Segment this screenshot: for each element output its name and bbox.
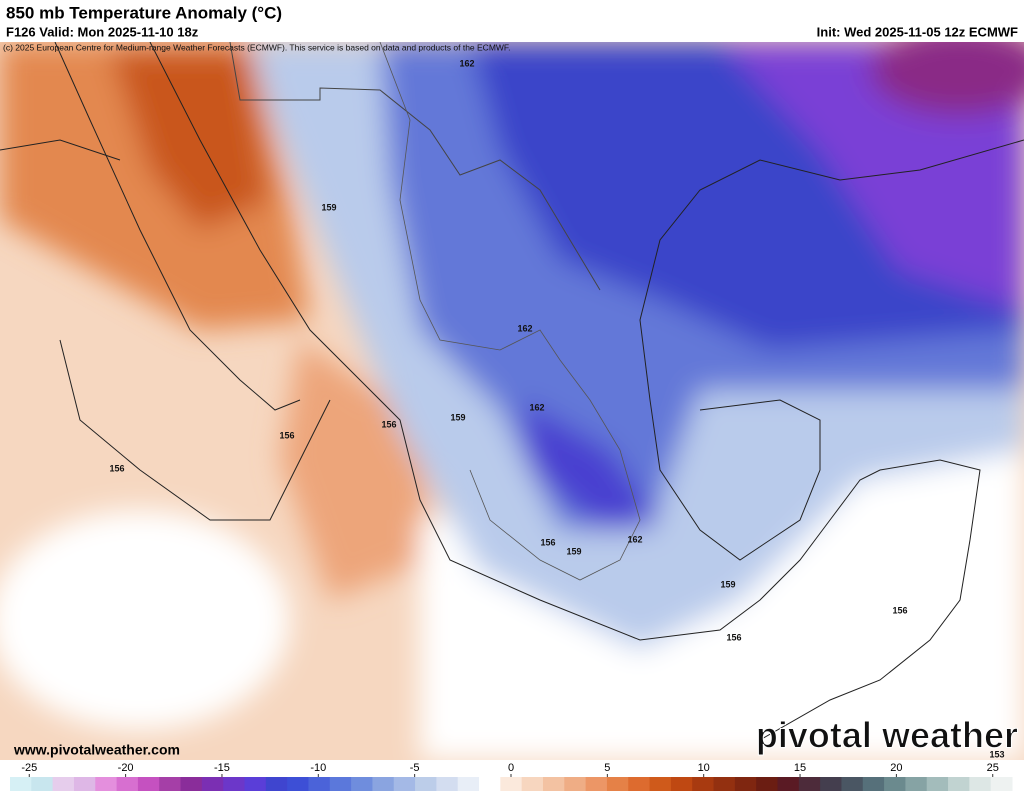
colorbar-swatch	[500, 777, 523, 791]
colorbar-tick-label: 5	[604, 762, 610, 774]
colorbar-swatch	[372, 777, 395, 791]
colorbar-swatch	[542, 777, 565, 791]
contour-label: 159	[321, 202, 336, 212]
colorbar-swatch	[521, 777, 544, 791]
colorbar-swatch	[798, 777, 821, 791]
colorbar-swatch	[649, 777, 672, 791]
colorbar-swatch	[52, 777, 75, 791]
contour-label: 156	[109, 463, 124, 473]
colorbar-swatch	[734, 777, 757, 791]
colorbar-tick-label: -5	[410, 762, 420, 774]
colorbar-swatch	[670, 777, 693, 791]
contour-label: 153	[989, 749, 1004, 759]
colorbar-swatch	[884, 777, 906, 791]
colorbar-swatch	[137, 777, 160, 791]
colorbar-swatch	[862, 777, 885, 791]
colorbar-swatch	[201, 777, 224, 791]
colorbar-swatch	[628, 777, 651, 791]
colorbar-swatch	[969, 777, 992, 791]
contour-label: 162	[517, 323, 532, 333]
colorbar-swatch	[329, 777, 352, 791]
colorbar-tick-label: 20	[890, 762, 902, 774]
colorbar-tick-label: 15	[794, 762, 806, 774]
colorbar-swatch	[756, 777, 778, 791]
website: www.pivotalweather.com	[13, 742, 180, 758]
contour-labels: 162 159 162 162 159 156 156 156 156 159 162 159 156 1…	[109, 58, 1004, 759]
contour-label: 156	[726, 632, 741, 642]
title: 850 mb Temperature Anomaly (°C)	[6, 3, 282, 22]
colorbar-swatch	[10, 777, 32, 791]
colorbar-swatch	[95, 777, 118, 791]
colorbar-tick-label: -25	[21, 762, 37, 774]
coastlines	[0, 42, 1024, 741]
colorbar-swatch	[926, 777, 949, 791]
init-time: Init: Wed 2025-11-05 12z ECMWF	[817, 24, 1018, 39]
colorbar: -25 -20 -15 -10 -5 0 5 10 15 20 25	[10, 762, 1013, 791]
colorbar-swatch	[564, 777, 587, 791]
colorbar-swatch	[479, 777, 501, 791]
colorbar-swatch	[820, 777, 842, 791]
colorbar-swatch	[265, 777, 288, 791]
contour-label: 156	[279, 430, 294, 440]
colorbar-swatch	[223, 777, 246, 791]
contour-label: 162	[627, 534, 642, 544]
logo: pivotal weather	[756, 715, 1018, 756]
colorbar-swatch	[841, 777, 864, 791]
colorbar-swatch	[287, 777, 309, 791]
colorbar-swatch	[692, 777, 715, 791]
colorbar-swatch	[457, 777, 480, 791]
colorbar-tick-label: 0	[508, 762, 514, 774]
colorbar-swatch	[73, 777, 96, 791]
contour-label: 162	[459, 58, 474, 68]
contour-label: 156	[540, 537, 555, 547]
colorbar-swatch	[31, 777, 54, 791]
colorbar-swatch	[393, 777, 416, 791]
colorbar-swatch	[116, 777, 139, 791]
colorbar-swatch	[713, 777, 736, 791]
contour-label: 162	[529, 402, 544, 412]
contour-label: 159	[720, 579, 735, 589]
colorbar-swatch	[948, 777, 970, 791]
map	[0, 42, 1024, 760]
contour-label: 159	[450, 412, 465, 422]
contour-label: 156	[381, 419, 396, 429]
copyright: (c) 2025 European Centre for Medium-rang…	[3, 42, 511, 52]
valid-time: F126 Valid: Mon 2025-11-10 18z	[6, 24, 199, 39]
colorbar-swatch	[180, 777, 203, 791]
colorbar-swatch	[990, 777, 1013, 791]
colorbar-tick-label: -10	[310, 762, 326, 774]
colorbar-swatch	[606, 777, 629, 791]
contour-label: 156	[892, 605, 907, 615]
colorbar-swatch	[585, 777, 608, 791]
colorbar-tick-label: 10	[698, 762, 710, 774]
colorbar-swatch	[244, 777, 267, 791]
colorbar-swatch	[159, 777, 182, 791]
colorbar-tick-label: 25	[987, 762, 999, 774]
contour-label: 159	[566, 546, 581, 556]
colorbar-swatch	[905, 777, 928, 791]
colorbar-swatch	[351, 777, 373, 791]
colorbar-swatch	[777, 777, 800, 791]
colorbar-tick-label: -15	[214, 762, 230, 774]
colorbar-swatch	[308, 777, 331, 791]
colorbar-swatch	[415, 777, 437, 791]
colorbar-swatch	[436, 777, 459, 791]
colorbar-tick-label: -20	[118, 762, 134, 774]
